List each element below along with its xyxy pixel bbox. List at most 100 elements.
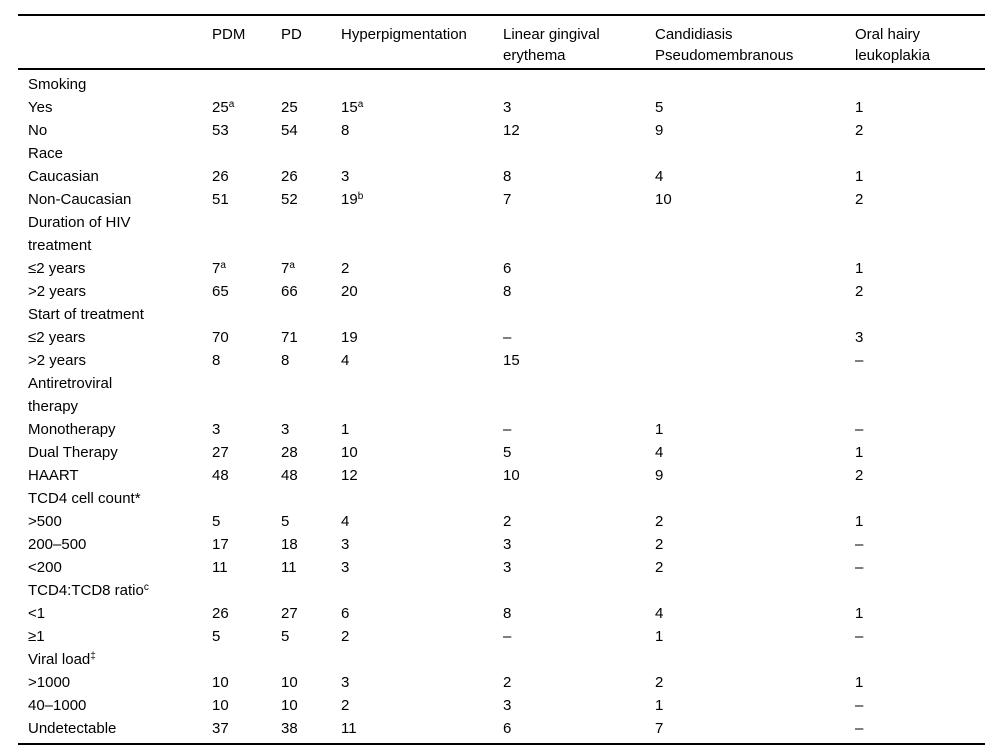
col-header-pd: PD bbox=[281, 15, 341, 70]
cell: 10 bbox=[281, 697, 298, 714]
cell: 2 bbox=[503, 513, 512, 530]
row-label: Undetectable bbox=[28, 720, 117, 737]
row-label: No bbox=[28, 122, 48, 139]
section-label: TCD4:TCD8 ratioc bbox=[28, 582, 149, 599]
cell: 10 bbox=[503, 467, 520, 484]
section-row: Race bbox=[18, 142, 985, 165]
cell: – bbox=[855, 421, 864, 438]
cell bbox=[212, 372, 281, 418]
section-label: TCD4 cell count* bbox=[28, 490, 141, 507]
cell: 66 bbox=[281, 283, 298, 300]
cell bbox=[655, 211, 855, 257]
cell: 4 bbox=[655, 605, 664, 622]
cell: 26 bbox=[281, 168, 298, 185]
cell: 51 bbox=[212, 191, 229, 208]
section-label: Smoking bbox=[28, 76, 87, 93]
cell bbox=[341, 579, 503, 602]
row-label: >1000 bbox=[28, 674, 71, 691]
cell: 1 bbox=[855, 444, 864, 461]
cell: 11 bbox=[341, 720, 357, 737]
row-label: Yes bbox=[28, 99, 53, 116]
cell bbox=[655, 648, 855, 671]
cell: 10 bbox=[341, 444, 358, 461]
cell: 9 bbox=[655, 467, 664, 484]
row-label: <200 bbox=[28, 559, 62, 576]
cell: 37 bbox=[212, 720, 229, 737]
cell: 2 bbox=[341, 260, 350, 277]
cell bbox=[212, 303, 281, 326]
cell bbox=[655, 257, 855, 280]
cell bbox=[281, 372, 341, 418]
cell: 1 bbox=[655, 421, 664, 438]
row-label: >500 bbox=[28, 513, 62, 530]
cell: 3 bbox=[281, 421, 290, 438]
cell: 15 bbox=[503, 352, 520, 369]
cell bbox=[655, 142, 855, 165]
cell bbox=[503, 69, 655, 96]
table-row: ≤2 years 7a 7a 2 6 1 bbox=[18, 257, 985, 280]
cell bbox=[281, 211, 341, 257]
results-table: PDM PD Hyperpigmentation Linear gingival… bbox=[18, 14, 985, 745]
table-row: HAART 48 48 12 10 9 2 bbox=[18, 464, 985, 487]
cell: 7a bbox=[212, 260, 226, 277]
cell: 8 bbox=[503, 605, 512, 622]
table-row: Monotherapy 3 3 1 – 1 – bbox=[18, 418, 985, 441]
cell: 25 bbox=[281, 99, 298, 116]
cell bbox=[341, 303, 503, 326]
cell: 70 bbox=[212, 329, 229, 346]
table-row: <200 11 11 3 3 2 – bbox=[18, 556, 985, 579]
cell: 3 bbox=[503, 99, 512, 116]
cell: 2 bbox=[341, 697, 350, 714]
cell bbox=[341, 211, 503, 257]
cell bbox=[503, 303, 655, 326]
cell bbox=[281, 303, 341, 326]
section-row: Duration of HIV treatment bbox=[18, 211, 985, 257]
row-label: ≤2 years bbox=[28, 260, 86, 277]
cell: 3 bbox=[855, 329, 864, 346]
table-row: Yes 25a 25 15a 3 5 1 bbox=[18, 96, 985, 119]
section-label: Antiretroviral therapy bbox=[28, 375, 113, 415]
cell: 52 bbox=[281, 191, 298, 208]
table-row: Non-Caucasian 51 52 19b 7 10 2 bbox=[18, 188, 985, 211]
cell: 65 bbox=[212, 283, 229, 300]
cell: – bbox=[855, 559, 864, 576]
cell: 1 bbox=[655, 628, 664, 645]
cell: 27 bbox=[212, 444, 229, 461]
cell: – bbox=[855, 628, 864, 645]
cell: 2 bbox=[655, 559, 664, 576]
cell: 10 bbox=[212, 697, 229, 714]
table-row: >1000 10 10 3 2 2 1 bbox=[18, 671, 985, 694]
cell: 2 bbox=[855, 122, 864, 139]
cell: 1 bbox=[855, 260, 864, 277]
cell: 5 bbox=[281, 628, 290, 645]
cell bbox=[212, 648, 281, 671]
cell bbox=[655, 326, 855, 349]
cell bbox=[655, 372, 855, 418]
cell: 1 bbox=[855, 605, 864, 622]
cell: 1 bbox=[655, 697, 664, 714]
col-header-linear-gingival-erythema: Linear gingival erythema bbox=[503, 15, 655, 70]
cell: 5 bbox=[212, 628, 221, 645]
superscript-note: b bbox=[357, 191, 364, 202]
section-label: Start of treatment bbox=[28, 306, 144, 323]
cell: 4 bbox=[341, 352, 350, 369]
cell: 2 bbox=[655, 674, 664, 691]
cell bbox=[212, 487, 281, 510]
cell bbox=[341, 142, 503, 165]
cell bbox=[655, 280, 855, 303]
cell bbox=[655, 579, 855, 602]
cell bbox=[281, 648, 341, 671]
table-row: Undetectable 37 38 11 6 7 – bbox=[18, 717, 985, 744]
cell: 8 bbox=[281, 352, 290, 369]
cell: 1 bbox=[855, 168, 864, 185]
cell: 7 bbox=[655, 720, 664, 737]
cell: 10 bbox=[281, 674, 298, 691]
cell: 18 bbox=[281, 536, 298, 553]
header-corner bbox=[18, 15, 212, 70]
cell: 19b bbox=[341, 191, 364, 208]
cell: 2 bbox=[855, 283, 864, 300]
cell: 15a bbox=[341, 99, 364, 116]
cell: 38 bbox=[281, 720, 298, 737]
superscript-note: a bbox=[228, 99, 235, 110]
cell: 27 bbox=[281, 605, 298, 622]
